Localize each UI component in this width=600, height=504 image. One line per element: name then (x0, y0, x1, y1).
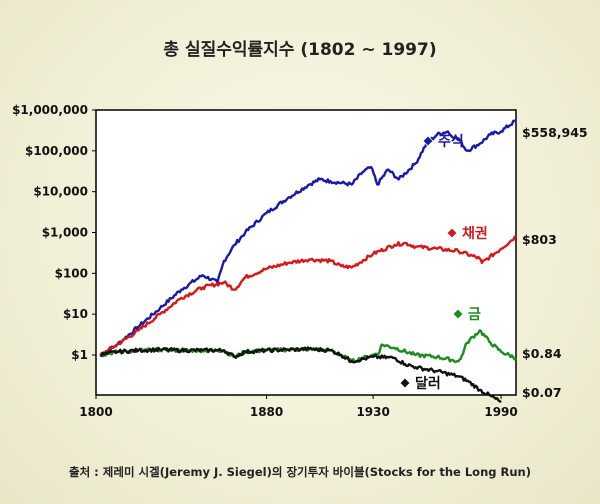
legend-diamond-marker (446, 227, 458, 239)
end-value-label: $803 (522, 232, 557, 247)
end-value-label: $0.84 (522, 346, 562, 361)
y-tick-label: $1 (71, 348, 88, 362)
x-tick-label: 1930 (356, 405, 389, 419)
end-value-label: $558,945 (522, 125, 588, 140)
legend-label: 달러 (415, 376, 441, 392)
chart-title: 총 실질수익률지수 (1802 ~ 1997) (163, 39, 436, 60)
legend-label: 채권 (462, 226, 488, 242)
legend-diamond-marker (399, 377, 411, 389)
legend-label: 금 (468, 307, 481, 323)
legend-label: 주식 (438, 134, 464, 150)
x-tick-label: 1800 (79, 405, 112, 419)
y-tick-label: $1,000,000 (12, 103, 88, 117)
y-tick-label: $100,000 (25, 144, 88, 158)
x-axis: 1800 1880 1930 1990 (79, 395, 518, 419)
legend-diamond-marker (422, 135, 434, 147)
y-tick-label: $1,000 (42, 226, 88, 240)
y-axis: $1 $10 $100 $1,000 $10,000 $100,000 $1,000,000 (12, 103, 96, 362)
legend-diamond-marker (452, 308, 464, 320)
series-line-3 (99, 346, 502, 404)
series-line-0 (99, 119, 517, 357)
x-tick-label: 1880 (250, 405, 283, 419)
x-tick-label: 1990 (484, 405, 517, 419)
end-value-labels: $558,945 $803 $0.84 $0.07 (522, 125, 588, 400)
y-tick-label: $10 (63, 307, 88, 321)
y-tick-label: $10,000 (33, 185, 88, 199)
y-tick-label: $100 (55, 266, 88, 280)
end-value-label: $0.07 (522, 385, 562, 400)
chart-source: 출처 : 제레미 시겔(Jeremy J. Siegel)의 장기투자 바이블(… (69, 465, 531, 479)
series-lines (99, 119, 517, 404)
series-line-1 (99, 235, 517, 356)
